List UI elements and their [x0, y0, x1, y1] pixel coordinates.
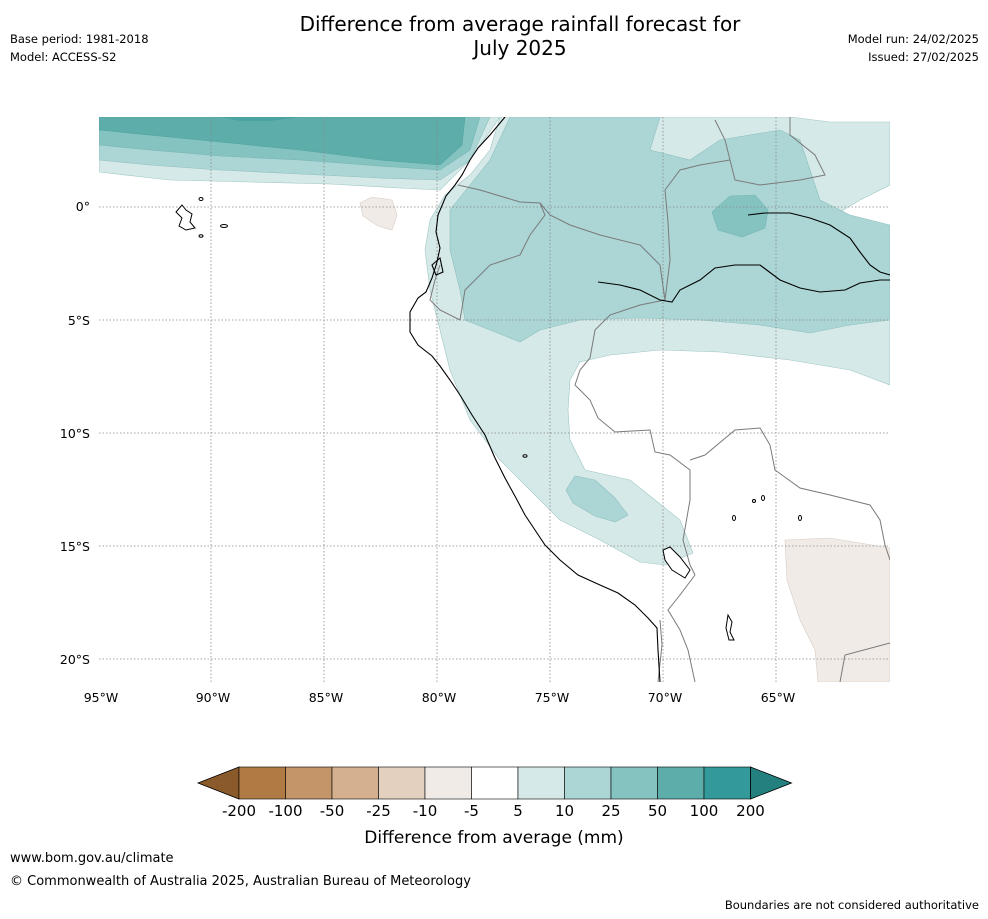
meta-right: Model run: 24/02/2025 Issued: 27/02/2025 [848, 30, 979, 66]
colorbar-swatch [610, 766, 658, 800]
lat-label: 10°S [60, 426, 90, 441]
colorbar-tick-label: -100 [268, 802, 302, 820]
colorbar-swatch [564, 766, 612, 800]
title-line-2: July 2025 [473, 36, 567, 60]
model-run: Model run: 24/02/2025 [847, 32, 979, 46]
colorbar-tick-label: -5 [464, 802, 479, 820]
colorbar-swatch [238, 766, 286, 800]
lat-label: 20°S [60, 652, 90, 667]
colorbar-tick-label: -200 [222, 802, 256, 820]
colorbar-extend-high [750, 766, 793, 800]
latitude-labels: 0° 5°S 10°S 15°S 20°S [60, 199, 90, 667]
colorbar-tick-label: -25 [366, 802, 391, 820]
colorbar-swatch [331, 766, 379, 800]
issued-date: Issued: 27/02/2025 [868, 50, 979, 64]
model-name: Model: ACCESS-S2 [10, 50, 117, 64]
map-area [99, 117, 890, 682]
colorbar-title: Difference from average (mm) [364, 828, 623, 848]
colorbar-swatch [424, 766, 472, 800]
contour-ocean-100-200 [220, 117, 300, 121]
website-link[interactable]: www.bom.gov.au/climate [10, 851, 174, 866]
lat-label: 5°S [68, 313, 90, 328]
map-figure: 0° 5°S 10°S 15°S 20°S 95°W 90°W 85°W 80°… [60, 117, 890, 705]
colorbar-tick-label: -10 [413, 802, 438, 820]
graticule [99, 117, 890, 682]
colorbar-swatch [703, 766, 751, 800]
colorbar-tick-label: 10 [555, 802, 574, 820]
contour-land-10-25 [449, 117, 890, 343]
disclaimer-text: Boundaries are not considered authoritat… [724, 898, 979, 912]
colorbar-swatch [285, 766, 333, 800]
map-title: Difference from average rainfall forecas… [220, 12, 820, 60]
lon-label: 75°W [535, 690, 570, 705]
lat-label: 15°S [60, 539, 90, 554]
lon-label: 95°W [84, 690, 119, 705]
lon-label: 80°W [422, 690, 457, 705]
colorbar-swatch [657, 766, 705, 800]
colorbar-tick-label: -50 [320, 802, 345, 820]
copyright-text: © Commonwealth of Australia 2025, Austra… [10, 874, 471, 889]
lon-label: 65°W [761, 690, 796, 705]
colorbar-tick-label: 100 [690, 802, 719, 820]
lon-label: 85°W [309, 690, 344, 705]
colorbar: -200 -100 -50 -25 -10 -5 5 10 25 50 100 200 Differe… [196, 766, 793, 848]
coastline [409, 117, 890, 682]
lat-label: 0° [76, 199, 90, 214]
contour-ocean-50-100 [99, 117, 466, 166]
islands-and-lakes [175, 197, 802, 641]
colorbar-swatches [196, 766, 793, 800]
colorbar-swatch [517, 766, 565, 800]
contour-dry-land [784, 537, 890, 682]
base-period: Base period: 1981-2018 [10, 32, 149, 46]
longitude-labels: 95°W 90°W 85°W 80°W 75°W 70°W 65°W [84, 690, 796, 705]
contour-inner-25-50 [711, 194, 769, 238]
title-line-1: Difference from average rainfall forecas… [299, 12, 741, 36]
lon-label: 70°W [648, 690, 683, 705]
colorbar-swatch [471, 766, 519, 800]
country-borders [429, 117, 890, 682]
colorbar-tick-label: 25 [601, 802, 620, 820]
colorbar-swatch [378, 766, 426, 800]
colorbar-tick-labels: -200 -100 -50 -25 -10 -5 5 10 25 50 100 200 [222, 802, 765, 820]
meta-left: Base period: 1981-2018 Model: ACCESS-S2 [10, 30, 149, 66]
lon-label: 90°W [196, 690, 231, 705]
contour-south-10-25 [565, 475, 629, 523]
colorbar-tick-label: 50 [648, 802, 667, 820]
contour-dry-ocean [359, 196, 398, 231]
colorbar-tick-label: 200 [736, 802, 765, 820]
colorbar-extend-low [196, 766, 240, 800]
colorbar-tick-label: 5 [513, 802, 523, 820]
